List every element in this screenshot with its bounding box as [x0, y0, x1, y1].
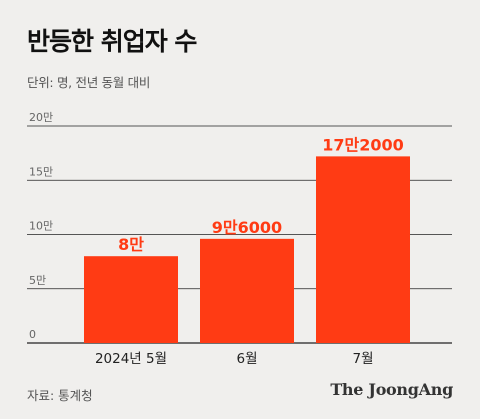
bar-data-label: 8만 — [118, 235, 144, 254]
chart-unit-note: 단위: 명, 전년 동월 대비 — [27, 75, 151, 90]
bar — [316, 156, 410, 343]
x-tick-label: 6월 — [236, 351, 257, 367]
x-tick-label: 2024년 5월 — [95, 351, 167, 367]
x-tick-label: 7월 — [352, 351, 373, 367]
y-tick-label: 15만 — [29, 165, 53, 178]
chart-title: 반등한 취업자 수 — [27, 27, 197, 56]
y-tick-label: 20만 — [29, 111, 53, 124]
bar — [84, 256, 178, 343]
bar-data-label: 9만6000 — [212, 218, 282, 237]
bar — [200, 238, 294, 343]
y-tick-label: 10만 — [29, 220, 53, 233]
source-note: 자료: 통계청 — [27, 388, 93, 403]
publisher-logo: The JoongAng — [330, 380, 453, 399]
y-tick-label: 0 — [29, 328, 36, 341]
bar-data-label: 17만2000 — [322, 135, 404, 154]
y-tick-label: 5만 — [29, 274, 46, 287]
